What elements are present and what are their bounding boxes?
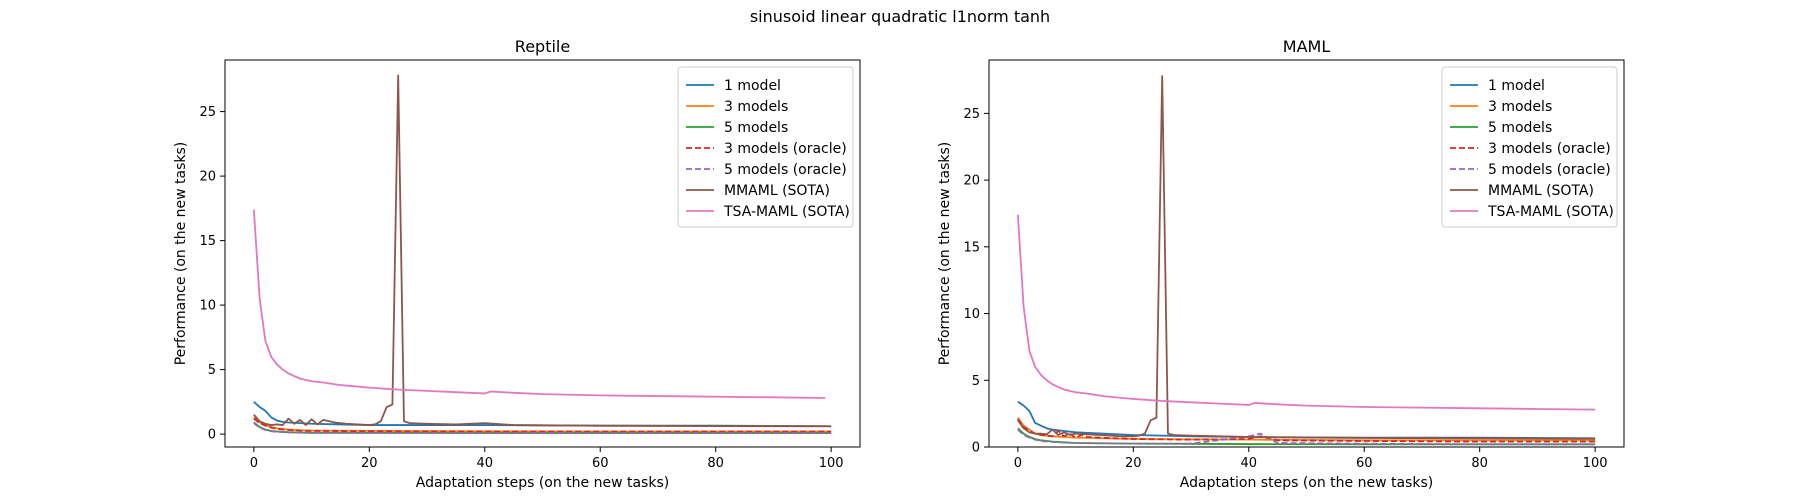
y-tick-label: 10: [199, 299, 216, 314]
figure-suptitle: sinusoid linear quadratic l1norm tanh: [750, 7, 1050, 26]
y-tick-label: 5: [208, 363, 216, 378]
x-tick-label: 100: [1583, 456, 1608, 471]
legend-label: TSA-MAML (SOTA): [1487, 204, 1614, 220]
legend-label: TSA-MAML (SOTA): [723, 204, 850, 220]
series-line-3-models-oracle: [1017, 418, 1596, 443]
panel-title: MAML: [1283, 37, 1331, 56]
series-line-5-models-oracle: [253, 422, 832, 434]
legend-label: 1 model: [1488, 78, 1545, 94]
panel-title: Reptile: [515, 37, 570, 56]
y-tick-label: 15: [963, 240, 980, 255]
y-tick-label: 15: [199, 234, 216, 249]
legend-label: 5 models: [724, 120, 788, 136]
series-line-1-model: [1017, 400, 1596, 440]
series-line-tsa-maml-sota: [1016, 214, 1596, 411]
legend-label: MMAML (SOTA): [724, 183, 830, 199]
x-tick-label: 60: [1356, 456, 1373, 471]
axes-frame: [224, 59, 861, 448]
y-tick-label: 5: [972, 374, 980, 389]
legend-label: 1 model: [724, 78, 781, 94]
panel-reptile: Reptile 0 20 40 60 80 100 0 5 10 15 20 25 Adaptation …: [173, 37, 861, 491]
x-tick-label: 20: [361, 456, 378, 471]
x-tick-label: 40: [1240, 456, 1257, 471]
x-tick-label: 60: [592, 456, 609, 471]
legend-label: 5 models: [1488, 120, 1552, 136]
legend-label: 3 models: [1488, 99, 1552, 115]
x-tick-label: 0: [1014, 456, 1022, 471]
legend-label: 3 models (oracle): [724, 141, 847, 157]
series-lines: [1016, 75, 1596, 446]
y-tick-label: 20: [963, 174, 980, 189]
y-tick-label: 25: [963, 107, 980, 122]
x-tick-label: 0: [250, 456, 258, 471]
y-tick-label: 0: [972, 441, 980, 456]
x-tick-label: 40: [476, 456, 493, 471]
series-line-tsa-maml-sota: [252, 209, 826, 399]
y-tick-label: 25: [199, 105, 216, 120]
y-tick-label: 10: [963, 307, 980, 322]
x-tick-label: 80: [1471, 456, 1488, 471]
legend-label: 3 models (oracle): [1488, 141, 1611, 157]
series-line-5-models-oracle: [1017, 428, 1596, 446]
legend-box: [677, 66, 854, 228]
y-axis-label: Performance (on the new tasks): [937, 142, 953, 366]
x-tick-label: 100: [819, 456, 844, 471]
series-line-mmaml-sota: [1017, 75, 1596, 440]
legend-label: MMAML (SOTA): [1488, 183, 1594, 199]
y-axis-label: Performance (on the new tasks): [173, 142, 189, 366]
panel-maml: MAML 0 20 40 60 80 100 0 5 10 15 20 25 Adaptation ste…: [937, 37, 1625, 491]
series-line-3-models-oracle: [253, 417, 832, 433]
legend-label: 5 models (oracle): [724, 162, 847, 178]
series-lines: [252, 74, 832, 434]
x-tick-label: 20: [1125, 456, 1142, 471]
legend: 1 model 3 models 5 models 3 models (oracle)…: [677, 66, 854, 228]
x-axis-label: Adaptation steps (on the new tasks): [416, 475, 669, 491]
x-axis-label: Adaptation steps (on the new tasks): [1180, 475, 1433, 491]
x-tick-label: 80: [707, 456, 724, 471]
axes-frame: [988, 59, 1625, 448]
legend-label: 3 models: [724, 99, 788, 115]
y-tick-label: 0: [208, 428, 216, 443]
y-tick-label: 20: [199, 170, 216, 185]
legend: 1 model 3 models 5 models 3 models (oracle)…: [1441, 66, 1618, 228]
legend-label: 5 models (oracle): [1488, 162, 1611, 178]
series-line-mmaml-sota: [253, 74, 832, 428]
legend-box: [1441, 66, 1618, 228]
